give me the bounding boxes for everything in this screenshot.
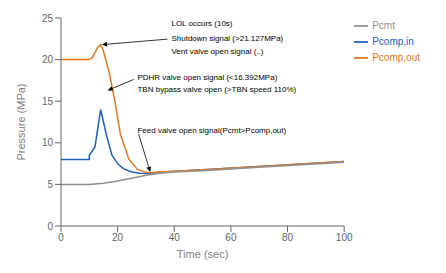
svg-text:0: 0 xyxy=(58,232,64,243)
svg-text:40: 40 xyxy=(169,232,181,243)
svg-text:60: 60 xyxy=(225,232,237,243)
svg-text:Feed valve open signal(Pcmt>Pc: Feed valve open signal(Pcmt>Pcomp,out) xyxy=(137,126,286,135)
svg-text:25: 25 xyxy=(42,13,54,24)
html-text:Pcomp,out: Pcomp,out xyxy=(372,52,420,63)
svg-text:0: 0 xyxy=(47,221,53,232)
svg-text:TBN bypass valve open (>TBN sp: TBN bypass valve open (>TBN speed 110%) xyxy=(137,85,296,94)
html-text:Pcmt: Pcmt xyxy=(372,20,395,31)
svg-text:PDHR valve open signal (<16.39: PDHR valve open signal (<16.392MPa) xyxy=(137,73,277,82)
svg-text:5: 5 xyxy=(47,179,53,190)
svg-text:20: 20 xyxy=(112,232,124,243)
svg-text:Vent valve open signal (..): Vent valve open signal (..) xyxy=(171,47,263,56)
svg-text:Pressure (MPa): Pressure (MPa) xyxy=(15,83,27,160)
svg-text:LOL occurs (10s): LOL occurs (10s) xyxy=(171,19,232,28)
html-text:Pcomp,in: Pcomp,in xyxy=(372,36,414,47)
svg-text:80: 80 xyxy=(282,232,294,243)
svg-text:100: 100 xyxy=(336,232,353,243)
svg-text:20: 20 xyxy=(42,54,54,65)
svg-text:10: 10 xyxy=(42,137,54,148)
svg-text:Shutdown signal (>21.127MPa): Shutdown signal (>21.127MPa) xyxy=(171,34,283,43)
svg-text:15: 15 xyxy=(42,96,54,107)
svg-text:Time (sec): Time (sec) xyxy=(177,248,229,260)
